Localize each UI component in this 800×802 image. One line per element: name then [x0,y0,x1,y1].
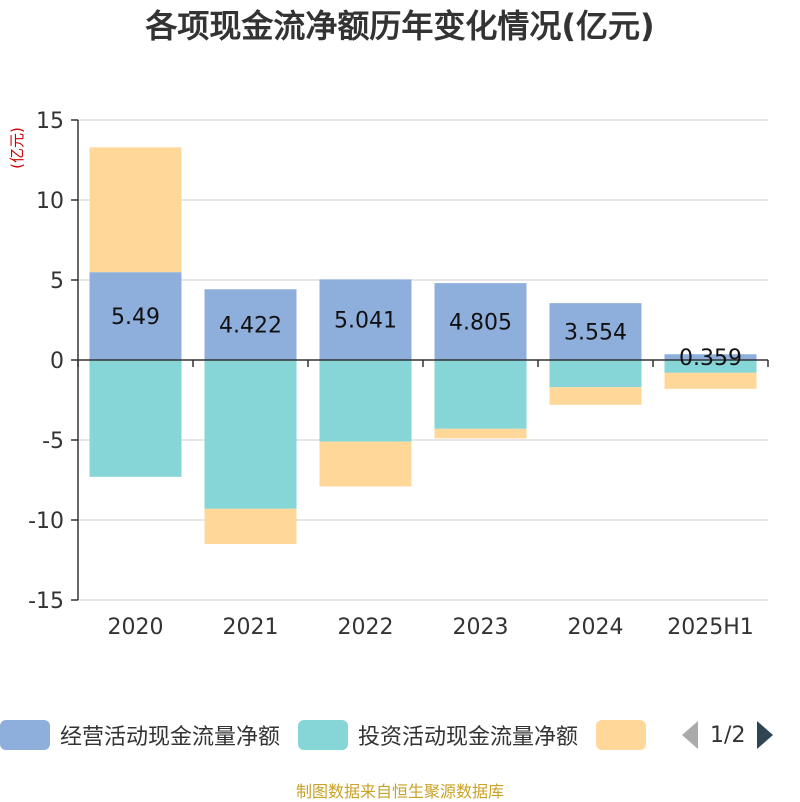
legend-swatch [0,720,50,750]
x-tick-label: 2023 [453,615,509,640]
data-source-note: 制图数据来自恒生聚源数据库 [295,782,504,801]
legend-page-indicator: 1/2 [710,722,746,748]
legend-item-third[interactable] [596,720,656,750]
bars [89,147,757,544]
bar-operating [664,354,757,360]
bar-investing [434,360,527,429]
bar-series3 [549,387,642,405]
y-tick-label: -10 [28,509,64,534]
data-label: 0.359 [679,346,742,371]
x-tick-label: 2022 [338,615,394,640]
x-tick-label: 2020 [108,615,164,640]
bar-series3 [89,147,182,273]
y-tick-label: 5 [50,269,64,294]
legend-swatch [298,720,349,750]
data-label: 4.422 [219,314,282,339]
previous-page-icon[interactable] [682,721,699,749]
legend-swatch [596,720,647,750]
bar-series3 [434,428,527,439]
bar-investing [319,360,412,442]
legend-label: 投资活动现金流量净额 [358,725,579,750]
data-label: 4.805 [449,311,512,336]
bar-operating [89,272,182,360]
bar-series3 [204,508,297,544]
bar-operating [204,289,297,360]
y-tick-label: -15 [28,589,64,614]
bar-chart: 15 10 5 0 -5 -10 -15 (亿元) 2020 2021 2022 2023 2024 20… [8,109,769,640]
bar-investing [549,360,642,388]
bar-operating [319,279,412,360]
y-tick-label: 10 [36,189,64,214]
bar-series3 [664,372,757,389]
data-label: 5.041 [334,309,397,334]
legend: 经营活动现金流量净额 投资活动现金流量净额 1/2 [0,716,800,754]
next-page-icon[interactable] [757,721,774,749]
legend-label: 经营活动现金流量净额 [60,725,281,750]
x-tick-label: 2021 [223,615,279,640]
bar-series3 [319,441,412,487]
bar-operating [434,283,527,360]
y-tick-label: 0 [50,349,64,374]
y-axis-label: (亿元) [8,127,26,169]
bar-investing [89,360,182,477]
legend-item-operating[interactable]: 经营活动现金流量净额 [0,719,280,751]
data-label: 3.554 [564,321,627,346]
legend-item-investing[interactable]: 投资活动现金流量净额 [298,719,578,751]
y-tick-label: -5 [42,429,64,454]
legend-pager: 1/2 [682,721,774,749]
axes: 15 10 5 0 -5 -10 -15 (亿元) 2020 2021 2022 2023 2024 20… [8,109,769,640]
y-tick-label: 15 [36,109,64,134]
data-labels: 5.49 4.422 5.041 4.805 3.554 0.359 [111,305,742,371]
bar-operating [549,303,642,360]
bar-investing [204,360,297,509]
bar-investing [664,360,757,373]
chart-title: 各项现金流净额历年变化情况(亿元) [145,7,655,45]
x-tick-label: 2024 [568,615,624,640]
data-label: 5.49 [111,305,160,330]
x-tick-label: 2025H1 [667,615,754,640]
